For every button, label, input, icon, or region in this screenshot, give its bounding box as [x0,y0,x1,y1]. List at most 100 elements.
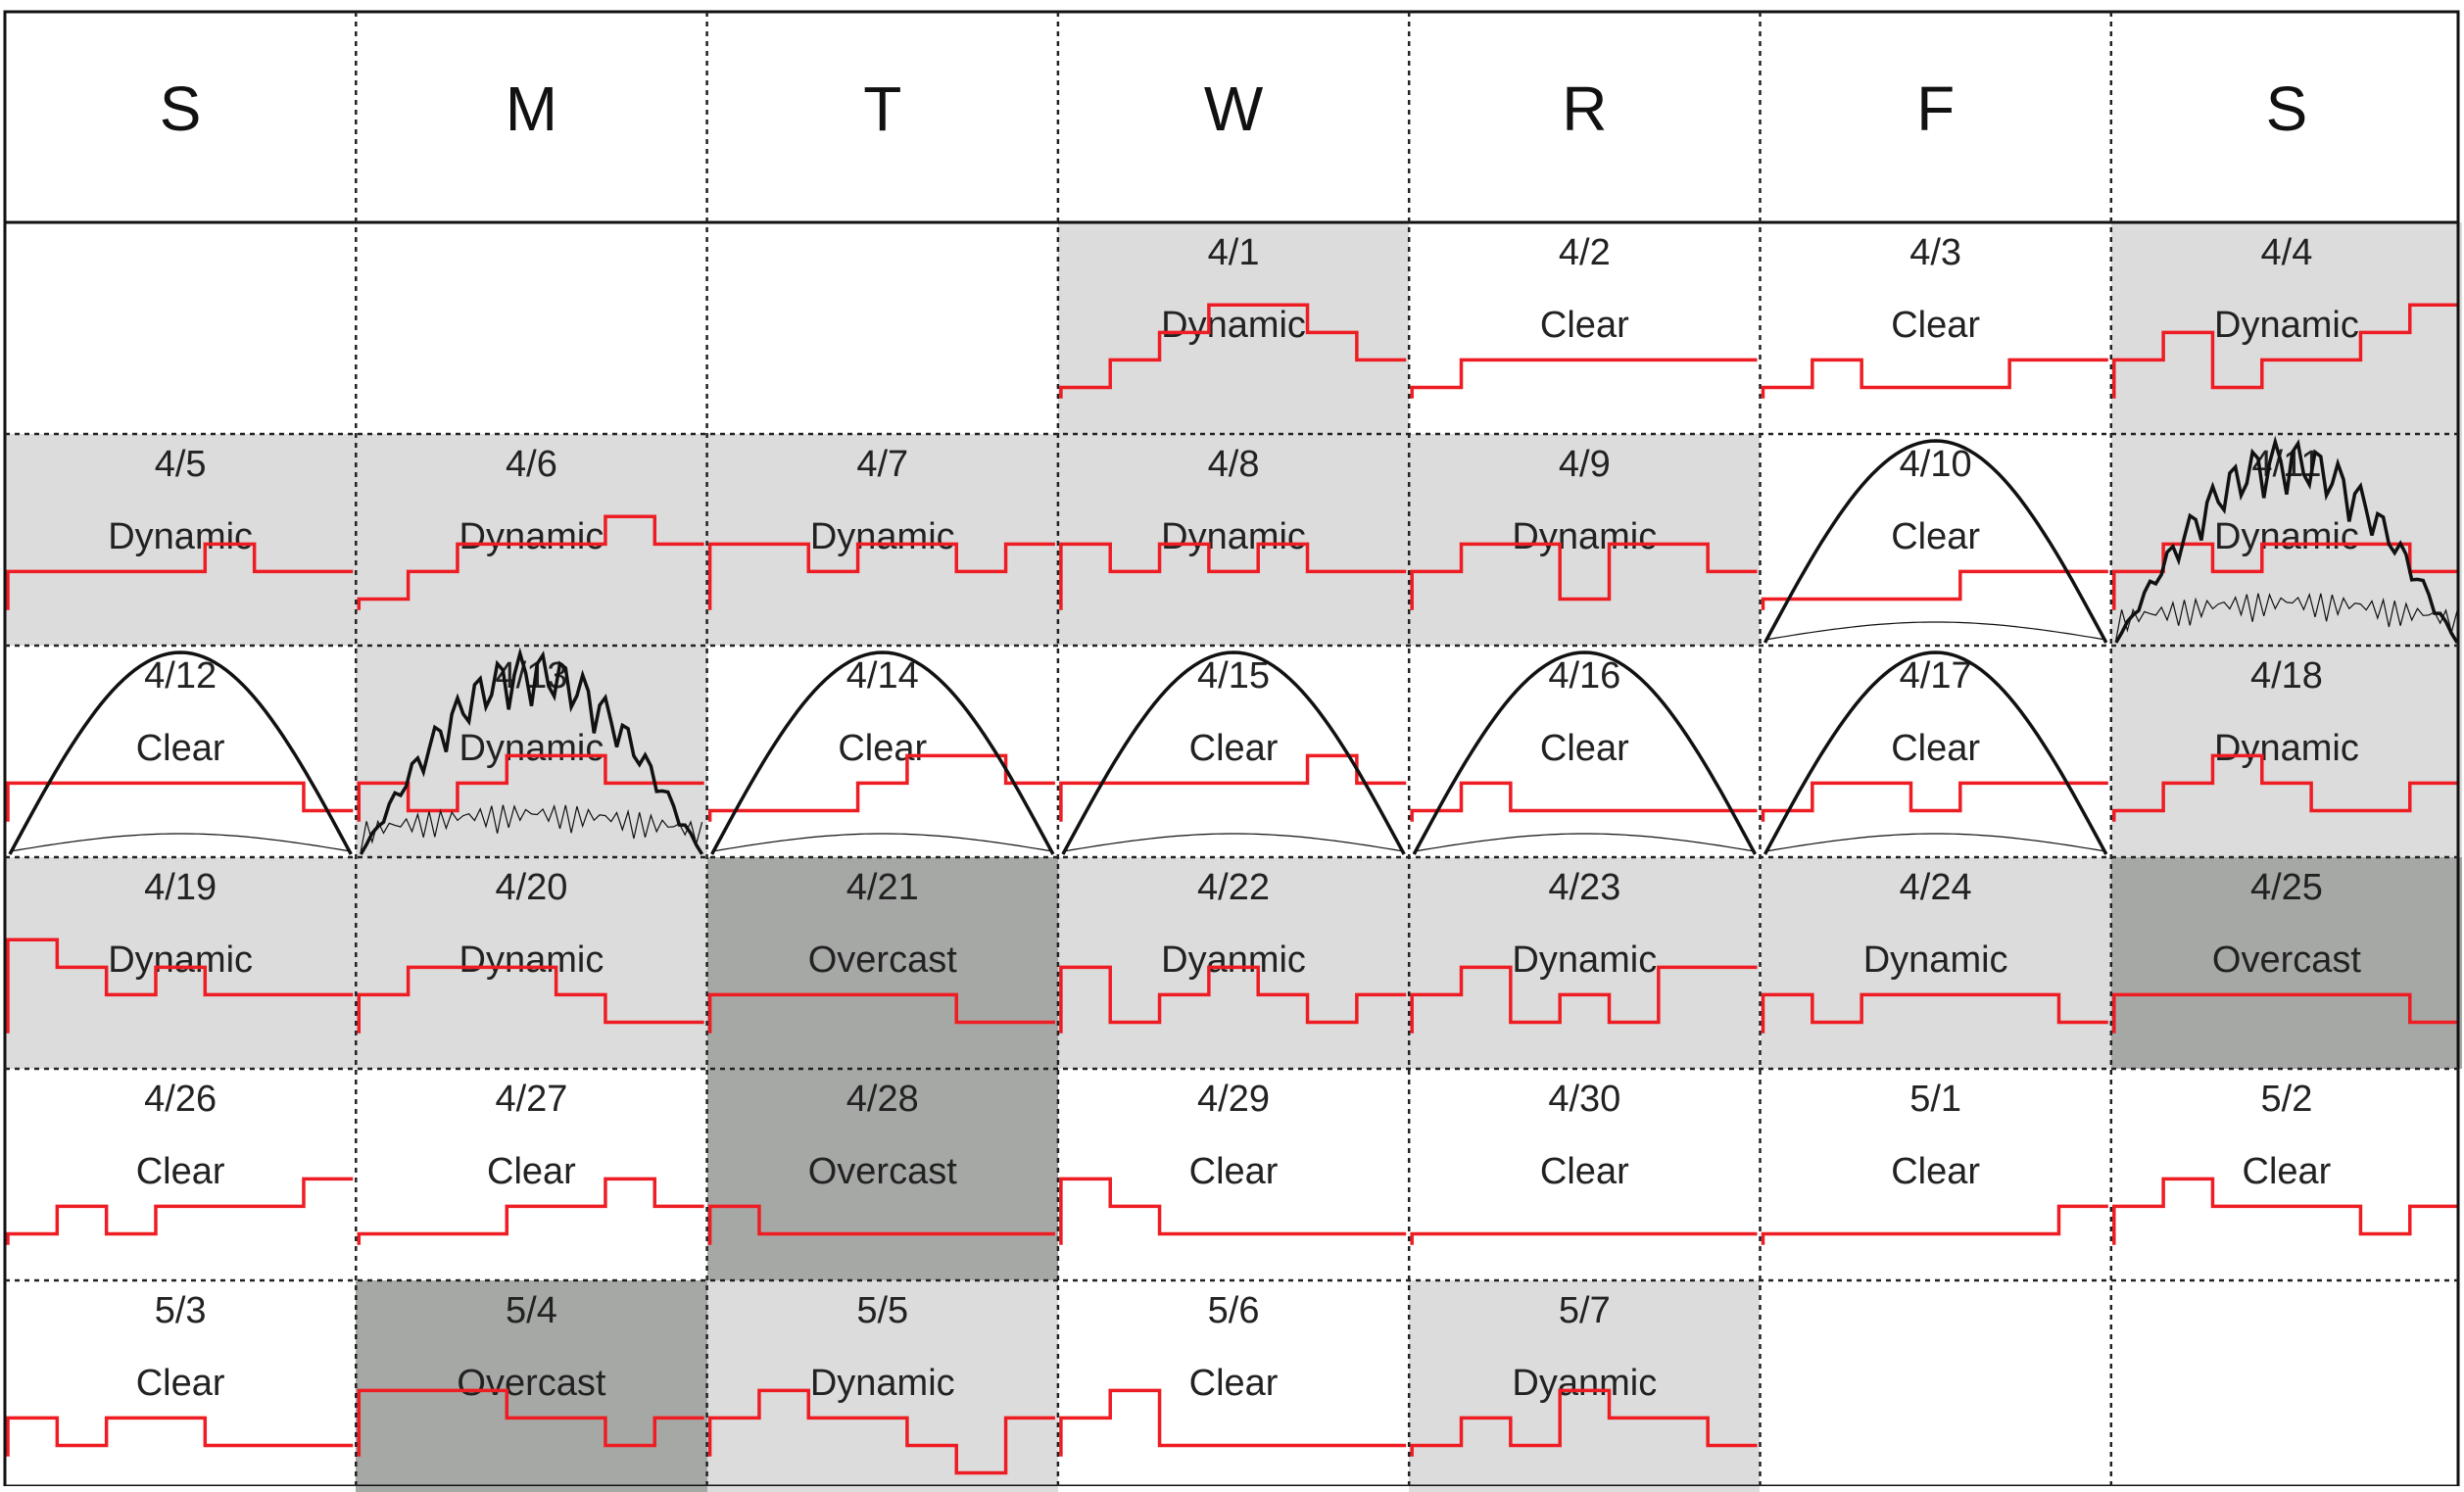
calendar-day-cell: 4/19 Dynamic [5,857,357,1069]
cell-date: 5/1 [1909,1079,1962,1120]
cell-date: 4/30 [1548,1079,1621,1120]
cell-date: 4/12 [144,655,217,697]
calendar-day-cell: 4/11 Dynamic [2110,434,2463,646]
sky-condition-label: Clear [1539,305,1629,346]
calendar-day-cell: 4/23 Dynamic [1409,857,1761,1069]
calendar-day-cell: 5/5 Dynamic [706,1280,1058,1492]
sky-condition-label: Clear [135,1363,225,1404]
cell-date: 4/7 [856,444,909,485]
cell-date: 4/28 [845,1079,919,1120]
calendar-day-cell: 4/4 Dynamic [2110,222,2463,434]
calendar-day-cell: 4/6 Dynamic [356,434,707,646]
weekday-header: S [159,73,202,144]
cell-date: 4/13 [495,655,568,697]
calendar-day-cell: 4/8 Dynamic [1057,434,1410,646]
cell-date: 4/1 [1207,232,1260,273]
cell-date: 4/3 [1909,232,1962,273]
sky-condition-label: Dynamic [459,516,604,557]
cell-date: 4/9 [1558,444,1611,485]
sky-condition-label: Dynamic [2214,516,2359,557]
calendar-day-cell: 4/21 Overcast [706,857,1058,1069]
empty-cell [2110,1280,2463,1492]
calendar-day-cell: 4/27 Clear [356,1069,707,1280]
cell-date: 5/6 [1207,1290,1260,1331]
empty-cell [356,222,707,434]
sky-condition-label: Clear [1891,1151,1981,1192]
cell-date: 4/8 [1207,444,1260,485]
sky-condition-label: Clear [1539,728,1629,769]
sky-condition-label: Dynamic [809,516,955,557]
cell-date: 4/25 [2249,867,2323,908]
calendar-day-cell: 4/10 Clear [1760,434,2111,646]
cell-date: 4/27 [495,1079,568,1120]
calendar-day-cell: 4/9 Dynamic [1409,434,1761,646]
calendar-day-cell: 5/1 Clear [1760,1069,2111,1280]
calendar-day-cell: 5/2 Clear [2110,1069,2463,1280]
calendar-day-cell: 4/22 Dyanmic [1057,857,1410,1069]
sky-condition-label: Clear [2242,1151,2332,1192]
sky-condition-label: Clear [1891,728,1981,769]
sky-condition-label: Dyanmic [1161,939,1306,981]
cell-date: 4/11 [2251,444,2322,485]
cell-date: 5/3 [154,1290,207,1331]
cell-date: 5/5 [856,1290,909,1331]
cell-date: 4/15 [1197,655,1271,697]
calendar-day-cell: 5/3 Clear [5,1280,357,1492]
cell-date: 4/10 [1899,444,1972,485]
sky-condition-label: Dynamic [2214,728,2359,769]
calendar-day-cell: 4/13 Dynamic [356,646,707,857]
sky-condition-label: Dynamic [1161,516,1306,557]
calendar-day-cell: 5/6 Clear [1057,1280,1410,1492]
calendar-day-cell: 4/12 Clear [5,646,357,857]
cell-date: 4/16 [1548,655,1621,697]
cell-date: 4/23 [1548,867,1621,908]
cell-date: 5/4 [506,1290,557,1331]
calendar-day-cell: 4/16 Clear [1409,646,1761,857]
calendar-day-cell: 4/1 Dynamic [1057,222,1410,434]
sky-condition-label: Dynamic [1512,516,1658,557]
weekday-header: W [1203,73,1264,144]
sky-condition-label: Dynamic [459,728,604,769]
sky-condition-label: Clear [135,728,225,769]
cell-date: 4/6 [506,444,557,485]
calendar-day-cell: 4/7 Dynamic [706,434,1058,646]
sky-condition-label: Overcast [2211,939,2361,981]
calendar-day-cell: 4/25 Overcast [2110,857,2463,1069]
sky-condition-label: Dynamic [459,939,604,981]
sky-condition-label: Overcast [807,1151,957,1192]
cell-date: 4/29 [1197,1079,1271,1120]
weekday-header: S [2265,73,2308,144]
sky-condition-label: Clear [1188,1363,1279,1404]
calendar-day-cell: 4/2 Clear [1409,222,1761,434]
sky-condition-label: Clear [487,1151,576,1192]
sky-condition-label: Dynamic [1161,305,1306,346]
cell-date: 4/18 [2249,655,2323,697]
calendar-day-cell: 4/15 Clear [1057,646,1410,857]
cell-date: 4/26 [144,1079,217,1120]
weekly-sky-condition-calendar: S M T W R F S 4/1 Dynamic 4/2 Clear 4/3 Clear 4/4 Dyn… [5,12,2463,1492]
calendar-day-cell: 4/28 Overcast [706,1069,1058,1280]
sky-condition-label: Overcast [457,1363,606,1404]
weekday-header: R [1562,73,1608,144]
weekday-header: M [505,73,558,144]
sky-condition-label: Dynamic [2214,305,2359,346]
cell-date: 4/4 [2260,232,2313,273]
sky-condition-label: Dyanmic [1512,1363,1658,1404]
cell-date: 4/22 [1197,867,1271,908]
calendar-day-cell: 4/26 Clear [5,1069,357,1280]
calendar-day-cell: 4/20 Dynamic [356,857,707,1069]
weekday-header: T [863,73,902,144]
empty-cell [1760,1280,2111,1492]
sky-condition-label: Clear [1539,1151,1629,1192]
empty-cell [706,222,1058,434]
calendar-day-cell: 5/4 Overcast [356,1280,707,1492]
sky-condition-label: Dynamic [108,516,254,557]
cell-date: 4/5 [154,444,207,485]
sky-condition-label: Clear [1891,516,1981,557]
sky-condition-label: Clear [135,1151,225,1192]
cell-date: 4/17 [1899,655,1972,697]
cell-date: 4/21 [845,867,919,908]
sky-condition-label: Overcast [807,939,957,981]
sky-condition-label: Dynamic [1512,939,1658,981]
calendar-day-cell: 4/24 Dynamic [1760,857,2111,1069]
